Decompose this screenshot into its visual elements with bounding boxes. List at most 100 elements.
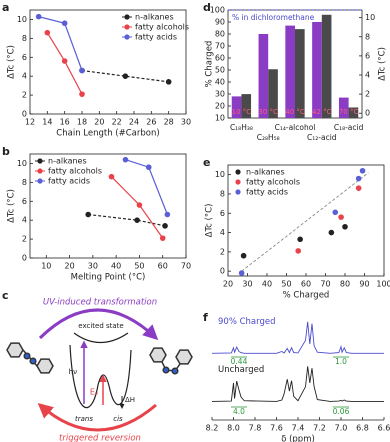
legend-marker [235, 169, 241, 175]
point [35, 13, 42, 20]
legend-label: n-alkanes [246, 168, 285, 177]
legend-label: fatty acids [246, 188, 288, 197]
point [355, 185, 362, 191]
y-tick-label: 50 [215, 66, 225, 75]
point [159, 235, 166, 241]
point [134, 217, 140, 223]
x-tick-label: 90 [359, 280, 369, 289]
y-tick-label: 0 [22, 110, 27, 119]
x-tick-label: 60 [158, 262, 168, 271]
legend-label: n-alkanes [135, 13, 174, 22]
legend-marker [37, 158, 43, 164]
y-tick-label: 4 [22, 216, 27, 225]
panel-letter: d [203, 1, 211, 14]
point [122, 73, 129, 79]
atom [171, 367, 179, 375]
reference-label: % in dichloromethane [232, 13, 315, 22]
x-tick-label: 12 [25, 118, 35, 127]
integral-label: 1.0 [335, 357, 347, 366]
excited-curve [73, 332, 129, 344]
x-tick-label: 7.2 [313, 424, 326, 433]
y-tick-label: 2 [22, 235, 27, 244]
y-axis-title: % Charged [205, 41, 215, 88]
y-tick-label: 30 [215, 90, 225, 99]
x-tick-label: 24 [129, 118, 139, 127]
legend-marker [124, 34, 130, 40]
integral-label: 4.0 [233, 407, 245, 416]
x-tick-label: 7.8 [249, 424, 262, 433]
x-tick-label: 14 [42, 118, 52, 127]
atom [23, 352, 31, 360]
point [61, 58, 68, 64]
x-tick-label: 8.2 [206, 424, 219, 433]
x-tick-label: 30 [181, 118, 191, 127]
x-tick-label: 70 [181, 262, 191, 271]
x-tick-label: 7.0 [335, 424, 348, 433]
y-tick-label: 10 [17, 159, 27, 168]
y2-tick-label: 4 [365, 70, 370, 79]
series-label: Uncharged [218, 365, 264, 375]
x-tick-label: C₂₈H₅₈ [257, 133, 280, 142]
x-axis-title: Melting Point (°C) [71, 273, 146, 283]
point [297, 236, 303, 243]
x-tick-label: C₁₄-alcohol [275, 123, 316, 132]
x-tick-label: 26 [146, 118, 156, 127]
panel: b 10 20 30 40 50 60 70 0 2 4 6 8 10 Melting Point (°C)… [2, 145, 191, 283]
legend-label: fatty acids [48, 177, 90, 186]
reverse-arrow [37, 403, 157, 432]
x-tick-label: 22 [112, 118, 122, 127]
x-tick-label: 30 [88, 262, 98, 271]
integral-label: 0.44 [231, 357, 248, 366]
y-tick-label: 90 [215, 18, 225, 27]
bar [295, 29, 305, 118]
trendline [241, 172, 369, 272]
y-tick-label: 100 [210, 6, 225, 15]
panel: f 8.2 8.0 7.8 7.6 7.4 7.2 7.0 6.8 6.6 δ (ppm) 90% C… [203, 311, 390, 442]
y-tick-label: 8 [22, 34, 27, 43]
point [136, 202, 143, 208]
point [359, 167, 366, 174]
atom [162, 366, 170, 374]
panel: e 20 30 40 50 60 70 80 90 100 0 2 4 6 8 10 % Charged ΔTc … [203, 156, 390, 301]
y-tick-label: 0 [220, 267, 225, 276]
y-tick-label: 6 [22, 53, 27, 62]
x-tick-label: 6.6 [378, 424, 390, 433]
point [328, 229, 335, 236]
point [79, 67, 85, 74]
x-tick-label: 7.6 [270, 424, 283, 433]
cis-label: cis [113, 415, 123, 423]
x-tick-label: 16 [60, 118, 70, 127]
y-tick-label: 40 [215, 78, 225, 87]
y-tick-label: 20 [215, 102, 225, 111]
y-tick-label: 10 [215, 114, 225, 123]
legend-label: fatty acids [135, 33, 177, 42]
bar [338, 97, 349, 118]
bar-label: 30 °C [258, 108, 278, 116]
legend-marker [235, 179, 241, 185]
y-tick-label: 8 [22, 178, 27, 187]
atom [29, 357, 37, 365]
x-tick-label: C₁₂-acid [307, 133, 337, 142]
series-line [211, 366, 384, 402]
y-tick-label: 4 [220, 228, 225, 237]
point [295, 248, 302, 254]
x-tick-label: 50 [134, 262, 144, 271]
y2-tick-label: 10 [365, 13, 375, 22]
diagram: c UV-induced transformation triggered re… [2, 289, 193, 442]
y-tick-label: 4 [22, 72, 27, 81]
bar [241, 94, 252, 118]
bar-label: 40 °C [285, 108, 305, 116]
bar-label: 10 °C [232, 108, 252, 116]
panel: d 10 20 30 40 50 60 70 80 90 100 0 2 4 6 8 10 % in dichlo… [203, 1, 388, 142]
x-tick-label: 40 [111, 262, 121, 271]
plot-frame [29, 9, 187, 115]
point [122, 156, 129, 163]
y2-axis-title: ΔTc (°C) [378, 47, 388, 81]
y-tick-label: 2 [22, 91, 27, 100]
bar-label: 70 °C [339, 108, 359, 116]
bar [348, 107, 359, 118]
series-line [38, 16, 83, 71]
point [44, 29, 51, 36]
y-tick-label: 0 [22, 254, 27, 263]
